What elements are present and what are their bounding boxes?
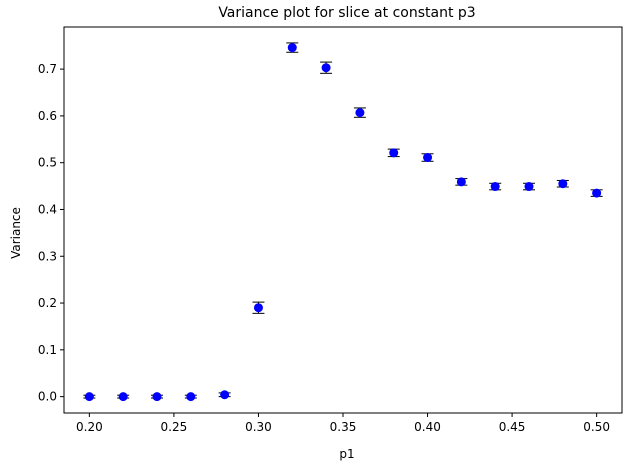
point-marker xyxy=(118,392,128,402)
y-tick-label: 0.4 xyxy=(38,202,57,216)
data-point xyxy=(489,182,502,192)
data-point xyxy=(387,148,400,158)
x-tick-label: 0.30 xyxy=(245,420,272,434)
data-point xyxy=(83,392,96,402)
point-marker xyxy=(253,303,263,313)
point-marker xyxy=(321,63,331,73)
data-point xyxy=(523,182,535,192)
data-point xyxy=(421,153,434,163)
data-series xyxy=(83,42,603,402)
data-point xyxy=(218,390,231,400)
data-point xyxy=(184,392,197,402)
point-marker xyxy=(558,179,568,189)
data-point xyxy=(455,177,468,187)
y-tick-label: 0.6 xyxy=(38,109,57,123)
x-tick-label: 0.20 xyxy=(76,420,103,434)
data-point xyxy=(353,107,366,118)
point-marker xyxy=(287,43,297,53)
point-marker xyxy=(186,392,196,402)
point-marker xyxy=(490,182,500,192)
plot-area xyxy=(63,26,623,414)
data-point xyxy=(252,301,265,314)
data-point xyxy=(320,61,333,74)
data-point xyxy=(556,179,569,189)
point-marker xyxy=(152,392,162,402)
x-tick-label: 0.40 xyxy=(414,420,441,434)
data-point xyxy=(117,392,130,402)
point-marker xyxy=(524,182,534,192)
point-marker xyxy=(220,390,230,400)
y-tick-label: 0.5 xyxy=(38,156,57,170)
data-point xyxy=(590,188,603,198)
x-tick-label: 0.35 xyxy=(330,420,357,434)
point-marker xyxy=(423,153,433,163)
y-axis: 0.0 0.1 0.2 0.3 0.4 0.5 0.6 0.7 xyxy=(38,62,64,404)
chart-title: Variance plot for slice at constant p3 xyxy=(218,5,475,21)
x-tick-label: 0.50 xyxy=(583,420,610,434)
y-tick-label: 0.0 xyxy=(38,390,57,404)
y-tick-label: 0.7 xyxy=(38,62,57,76)
x-tick-label: 0.25 xyxy=(161,420,188,434)
data-point xyxy=(151,392,163,402)
point-marker xyxy=(84,392,94,402)
x-axis-label: p1 xyxy=(339,447,354,461)
y-axis-label: Variance xyxy=(9,207,23,259)
x-axis: 0.20 0.25 0.30 0.35 0.40 0.45 0.50 xyxy=(76,413,610,434)
x-tick-label: 0.45 xyxy=(499,420,526,434)
point-marker xyxy=(389,148,399,158)
y-tick-label: 0.1 xyxy=(38,343,57,357)
point-marker xyxy=(456,177,466,187)
point-marker xyxy=(592,188,602,198)
point-marker xyxy=(355,108,365,118)
data-point xyxy=(286,42,299,53)
y-tick-label: 0.2 xyxy=(38,296,57,310)
y-tick-label: 0.3 xyxy=(38,249,57,263)
